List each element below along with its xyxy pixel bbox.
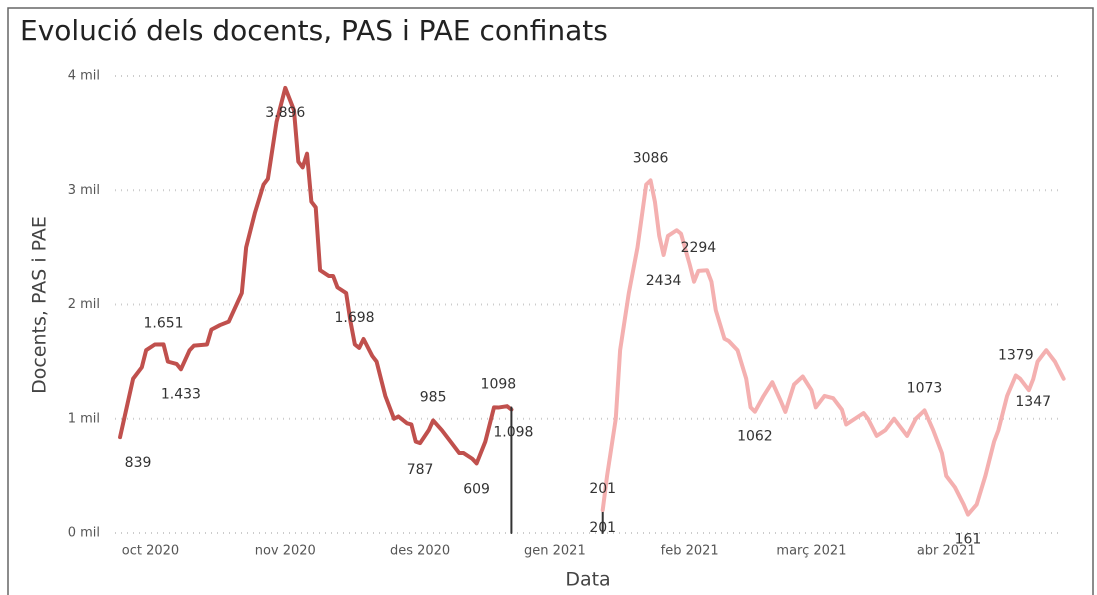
x-tick-label: oct 2020 bbox=[122, 544, 179, 559]
series-line bbox=[600, 178, 1066, 517]
data-label: 201 bbox=[589, 520, 616, 536]
data-label: 161 bbox=[955, 532, 982, 548]
chart-title: Evolució dels docents, PAS i PAE confina… bbox=[20, 14, 608, 47]
frame bbox=[7, 7, 1094, 595]
data-label: 201 bbox=[589, 481, 616, 497]
data-label: 1.433 bbox=[161, 386, 201, 402]
data-label: 985 bbox=[420, 389, 447, 405]
x-tick-label: gen 2021 bbox=[524, 544, 586, 559]
data-label: 1062 bbox=[737, 429, 773, 445]
y-tick-label: 3 mil bbox=[68, 183, 100, 198]
y-tick-label: 0 mil bbox=[68, 526, 100, 541]
x-tick-label: feb 2021 bbox=[661, 544, 719, 559]
y-tick-label: 4 mil bbox=[68, 69, 100, 84]
y-tick-label: 1 mil bbox=[68, 411, 100, 426]
data-label: 3086 bbox=[633, 150, 669, 166]
x-tick-label: març 2021 bbox=[776, 544, 846, 559]
data-label: 2434 bbox=[646, 273, 682, 289]
data-label: 609 bbox=[463, 481, 490, 497]
data-label: 1.698 bbox=[335, 310, 375, 326]
x-tick-label: nov 2020 bbox=[255, 544, 316, 559]
data-label: 1.651 bbox=[143, 315, 183, 331]
data-label: 3.896 bbox=[265, 105, 305, 121]
data-label: 787 bbox=[407, 462, 434, 478]
x-axis-label: Data bbox=[565, 569, 610, 591]
data-label: 1098 bbox=[481, 377, 517, 393]
x-tick-label: abr 2021 bbox=[917, 544, 976, 559]
y-tick-label: 2 mil bbox=[68, 297, 100, 312]
y-axis-label: Docents, PAS i PAE bbox=[29, 216, 51, 394]
series-line bbox=[118, 85, 514, 466]
series-line bbox=[510, 406, 604, 534]
data-label: 1347 bbox=[1015, 394, 1051, 410]
data-label: 1073 bbox=[907, 380, 943, 396]
data-label: 1.098 bbox=[493, 425, 533, 441]
data-label: 1379 bbox=[998, 347, 1034, 363]
x-tick-label: des 2020 bbox=[390, 544, 450, 559]
data-label: 2294 bbox=[681, 240, 717, 256]
data-label: 839 bbox=[125, 455, 152, 471]
